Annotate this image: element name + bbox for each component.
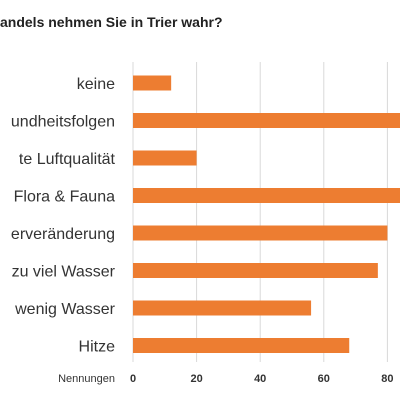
bar xyxy=(133,113,400,128)
bar xyxy=(133,188,400,203)
category-label: Flora & Fauna xyxy=(14,189,115,206)
bar xyxy=(133,150,197,166)
bar xyxy=(133,263,378,278)
x-axis-title: Nennungen xyxy=(58,373,115,385)
x-tick-label: 20 xyxy=(190,373,202,385)
x-tick-label: 0 xyxy=(130,373,136,385)
x-tick-label: 60 xyxy=(318,373,330,385)
category-label: erveränderung xyxy=(11,226,115,243)
x-tick-label: 40 xyxy=(254,373,266,385)
category-label: Hitze xyxy=(79,339,116,356)
bar xyxy=(133,300,312,316)
bar xyxy=(133,338,350,353)
bar xyxy=(133,225,388,241)
x-tick-label: 80 xyxy=(381,373,393,385)
chart-title: andels nehmen Sie in Trier wahr? xyxy=(0,14,223,30)
category-label: wenig Wasser xyxy=(14,301,116,318)
category-label: te Luftqualität xyxy=(19,151,116,168)
category-label: keine xyxy=(77,76,115,93)
category-label: undheitsfolgen xyxy=(11,114,115,131)
bar xyxy=(133,75,172,91)
category-label: zu viel Wasser xyxy=(12,264,116,281)
